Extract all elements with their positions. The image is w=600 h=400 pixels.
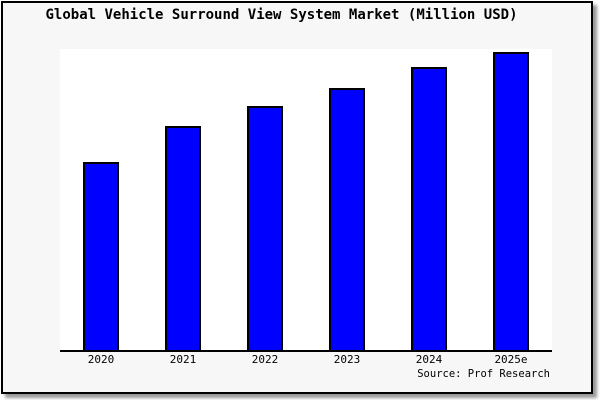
chart-title: Global Vehicle Surround View System Mark… xyxy=(45,7,518,23)
bar-2023 xyxy=(329,88,365,350)
bar-2020 xyxy=(83,162,119,350)
x-axis-line xyxy=(60,350,552,352)
bar-2021 xyxy=(165,126,201,350)
source-credit: Source: Prof Research xyxy=(417,368,550,380)
bar-2025e xyxy=(493,52,529,350)
bar-2024 xyxy=(411,67,447,350)
bar-2022 xyxy=(247,106,283,350)
plot-area xyxy=(60,49,552,350)
